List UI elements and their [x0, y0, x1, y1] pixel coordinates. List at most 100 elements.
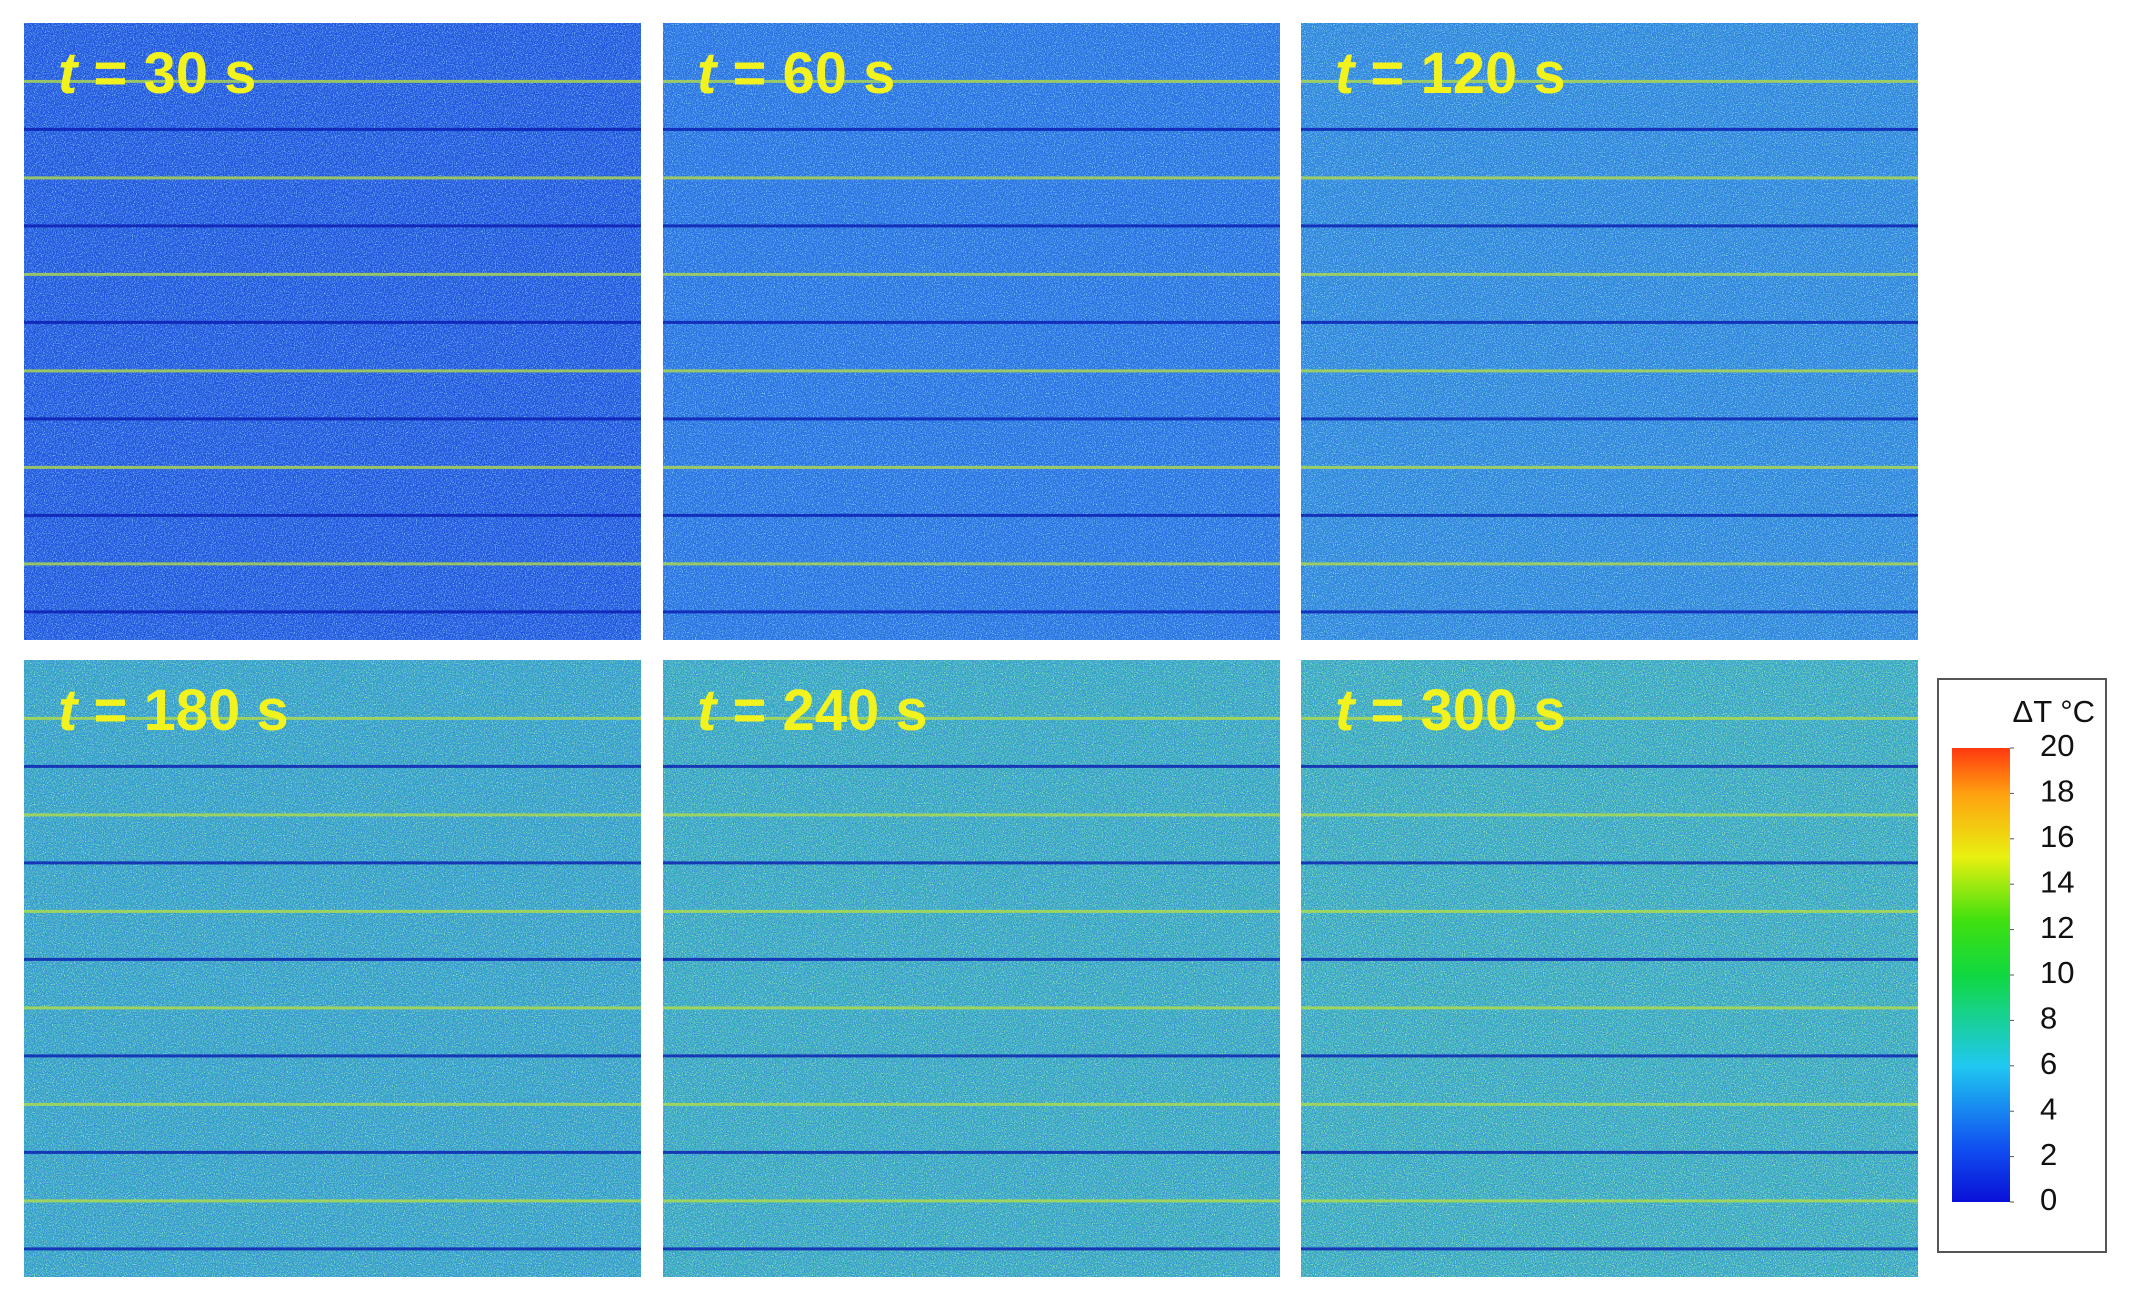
- stripe-light: [1301, 176, 1918, 180]
- stripe-light: [663, 909, 1280, 913]
- panel-label-symbol: t: [697, 678, 719, 743]
- colorbar-tick-label: 12: [2040, 910, 2074, 945]
- thermal-panel: t = 180 s: [24, 660, 641, 1277]
- stripe-light: [24, 1006, 641, 1010]
- panel-label-text: = 120 s: [1370, 41, 1565, 106]
- stripe-light: [1301, 813, 1918, 817]
- panel-label-symbol: t: [1335, 678, 1357, 743]
- stripe-dark: [24, 224, 641, 228]
- stripe-dark: [1301, 861, 1918, 865]
- panel-label-text: = 300 s: [1370, 678, 1565, 743]
- colorbar-title: ΔT °C: [2013, 694, 2095, 729]
- stripe-dark: [663, 320, 1280, 324]
- stripe-light: [663, 1006, 1280, 1010]
- stripe-dark: [24, 127, 641, 131]
- stripe-light: [663, 465, 1280, 469]
- stripe-dark: [24, 417, 641, 421]
- stripe-dark: [663, 1054, 1280, 1058]
- thermal-panel: t = 120 s: [1301, 23, 1918, 640]
- panel-label-symbol: t: [1335, 41, 1357, 106]
- stripe-light: [24, 465, 641, 469]
- stripe-dark: [663, 764, 1280, 768]
- colorbar-tick-label: 8: [2040, 1001, 2057, 1036]
- speckle-dark: [24, 660, 641, 1277]
- stripe-light: [24, 813, 641, 817]
- stripe-light: [1301, 716, 1918, 720]
- speckle-dark: [1301, 660, 1918, 1277]
- stripe-dark: [663, 1150, 1280, 1154]
- panel-label: t = 300 s: [1335, 678, 1566, 743]
- colorbar-tick-label: 4: [2040, 1091, 2057, 1126]
- stripe-dark: [663, 957, 1280, 961]
- stripe-light: [1301, 1102, 1918, 1106]
- stripe-dark: [24, 320, 641, 324]
- stripe-dark: [663, 1247, 1280, 1251]
- stripe-dark: [1301, 764, 1918, 768]
- panel-label: t = 60 s: [697, 41, 895, 106]
- stripe-light: [1301, 369, 1918, 373]
- stripe-light: [663, 176, 1280, 180]
- stripe-dark: [1301, 417, 1918, 421]
- stripe-dark: [1301, 127, 1918, 131]
- panel-label-symbol: t: [58, 678, 80, 743]
- stripe-dark: [24, 957, 641, 961]
- panel-label: t = 180 s: [58, 678, 289, 743]
- stripe-light: [663, 369, 1280, 373]
- stripe-light: [1301, 79, 1918, 83]
- stripe-dark: [1301, 1150, 1918, 1154]
- stripe-light: [24, 562, 641, 566]
- stripe-dark: [663, 417, 1280, 421]
- stripe-light: [24, 79, 641, 83]
- stripe-light: [663, 813, 1280, 817]
- stripe-light: [663, 272, 1280, 276]
- stripe-dark: [663, 861, 1280, 865]
- stripe-light: [24, 272, 641, 276]
- stripe-light: [1301, 272, 1918, 276]
- panel-label-text: = 30 s: [93, 41, 256, 106]
- stripe-light: [663, 1199, 1280, 1203]
- stripe-light: [24, 909, 641, 913]
- colorbar-tick-label: 14: [2040, 864, 2074, 899]
- stripe-light: [1301, 562, 1918, 566]
- stripe-dark: [24, 1054, 641, 1058]
- stripe-light: [1301, 1006, 1918, 1010]
- colorbar-tick-label: 2: [2040, 1137, 2057, 1172]
- stripe-light: [663, 79, 1280, 83]
- speckle-dark: [663, 660, 1280, 1277]
- panel-label-text: = 180 s: [93, 678, 288, 743]
- stripe-dark: [1301, 320, 1918, 324]
- stripe-dark: [1301, 513, 1918, 517]
- stripe-dark: [663, 610, 1280, 614]
- stripe-dark: [1301, 1054, 1918, 1058]
- stripe-light: [1301, 465, 1918, 469]
- stripe-light: [1301, 909, 1918, 913]
- panel-label-symbol: t: [697, 41, 719, 106]
- thermal-panel: t = 30 s: [24, 23, 641, 640]
- stripe-dark: [1301, 610, 1918, 614]
- colorbar-tick-label: 6: [2040, 1046, 2057, 1081]
- panel-label: t = 120 s: [1335, 41, 1566, 106]
- stripe-dark: [1301, 957, 1918, 961]
- stripe-dark: [663, 224, 1280, 228]
- colorbar-tick-label: 16: [2040, 819, 2074, 854]
- panel-label-text: = 240 s: [732, 678, 927, 743]
- stripe-light: [663, 1102, 1280, 1106]
- stripe-dark: [663, 127, 1280, 131]
- stripe-light: [663, 562, 1280, 566]
- stripe-light: [663, 716, 1280, 720]
- stripe-dark: [24, 610, 641, 614]
- colorbar-tick-label: 20: [2040, 728, 2074, 763]
- stripe-dark: [24, 1150, 641, 1154]
- stripe-dark: [24, 764, 641, 768]
- thermal-panel: t = 60 s: [663, 23, 1280, 640]
- stripe-light: [24, 1102, 641, 1106]
- stripe-dark: [1301, 1247, 1918, 1251]
- speckle-dark: [1301, 23, 1918, 640]
- thermal-panel: t = 300 s: [1301, 660, 1918, 1277]
- stripe-light: [24, 1199, 641, 1203]
- stripe-light: [24, 716, 641, 720]
- stripe-dark: [24, 1247, 641, 1251]
- panel-label: t = 30 s: [58, 41, 256, 106]
- stripe-dark: [1301, 224, 1918, 228]
